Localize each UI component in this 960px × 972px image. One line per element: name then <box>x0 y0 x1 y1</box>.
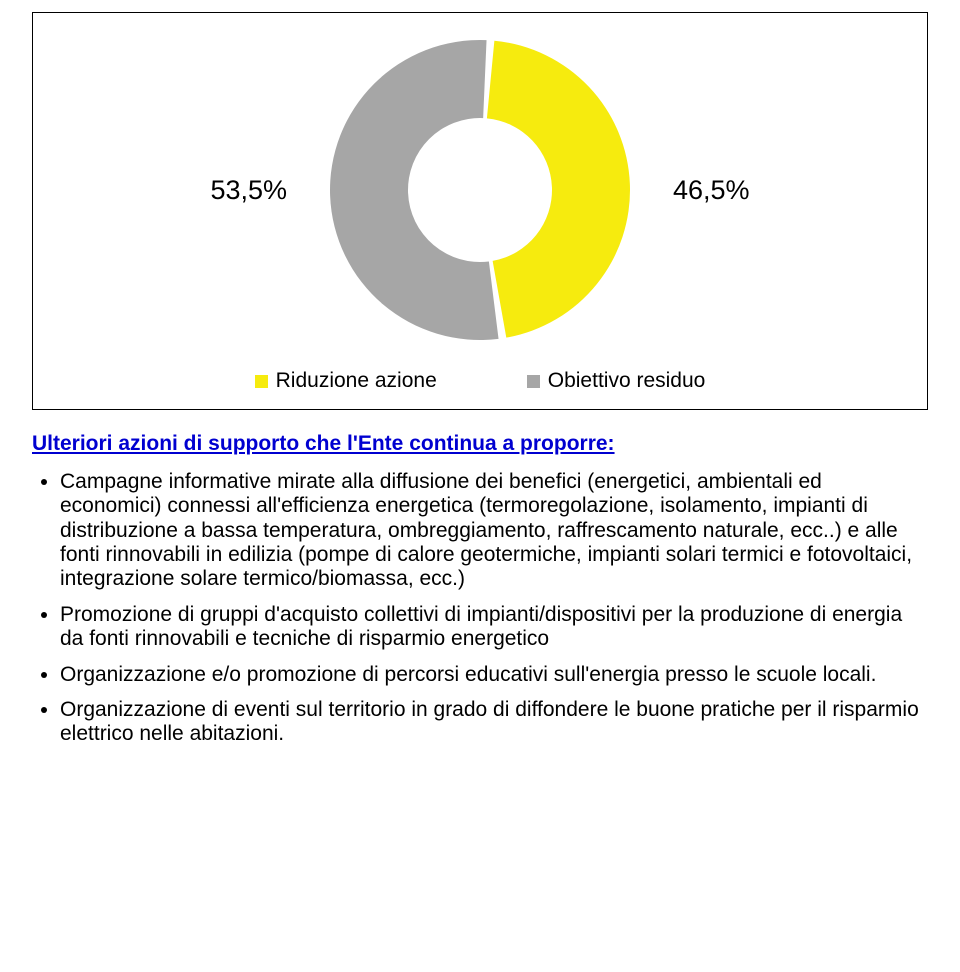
legend-item-riduzione: Riduzione azione <box>255 369 437 393</box>
legend-label: Obiettivo residuo <box>548 369 706 393</box>
list-item: Promozione di gruppi d'acquisto colletti… <box>60 603 924 652</box>
list-item: Campagne informative mirate alla diffusi… <box>60 470 924 592</box>
bullet-list: Campagne informative mirate alla diffusi… <box>60 470 924 747</box>
chart-panel: 53,5% 46,5% Riduzione azione Obiettivo r… <box>32 12 928 410</box>
legend-swatch-icon <box>255 375 268 388</box>
list-item: Organizzazione e/o promozione di percors… <box>60 663 924 687</box>
chart-row: 53,5% 46,5% <box>61 35 899 345</box>
section-title: Ulteriori azioni di supporto che l'Ente … <box>32 432 928 456</box>
pct-label-left: 53,5% <box>210 175 287 206</box>
legend-swatch-icon <box>527 375 540 388</box>
list-item: Organizzazione di eventi sul territorio … <box>60 698 924 747</box>
legend-item-obiettivo: Obiettivo residuo <box>527 369 706 393</box>
chart-legend: Riduzione azione Obiettivo residuo <box>61 369 899 393</box>
donut-slice <box>330 40 499 340</box>
legend-label: Riduzione azione <box>276 369 437 393</box>
pct-label-right: 46,5% <box>673 175 750 206</box>
donut-chart <box>325 35 635 345</box>
donut-slice <box>487 41 630 338</box>
